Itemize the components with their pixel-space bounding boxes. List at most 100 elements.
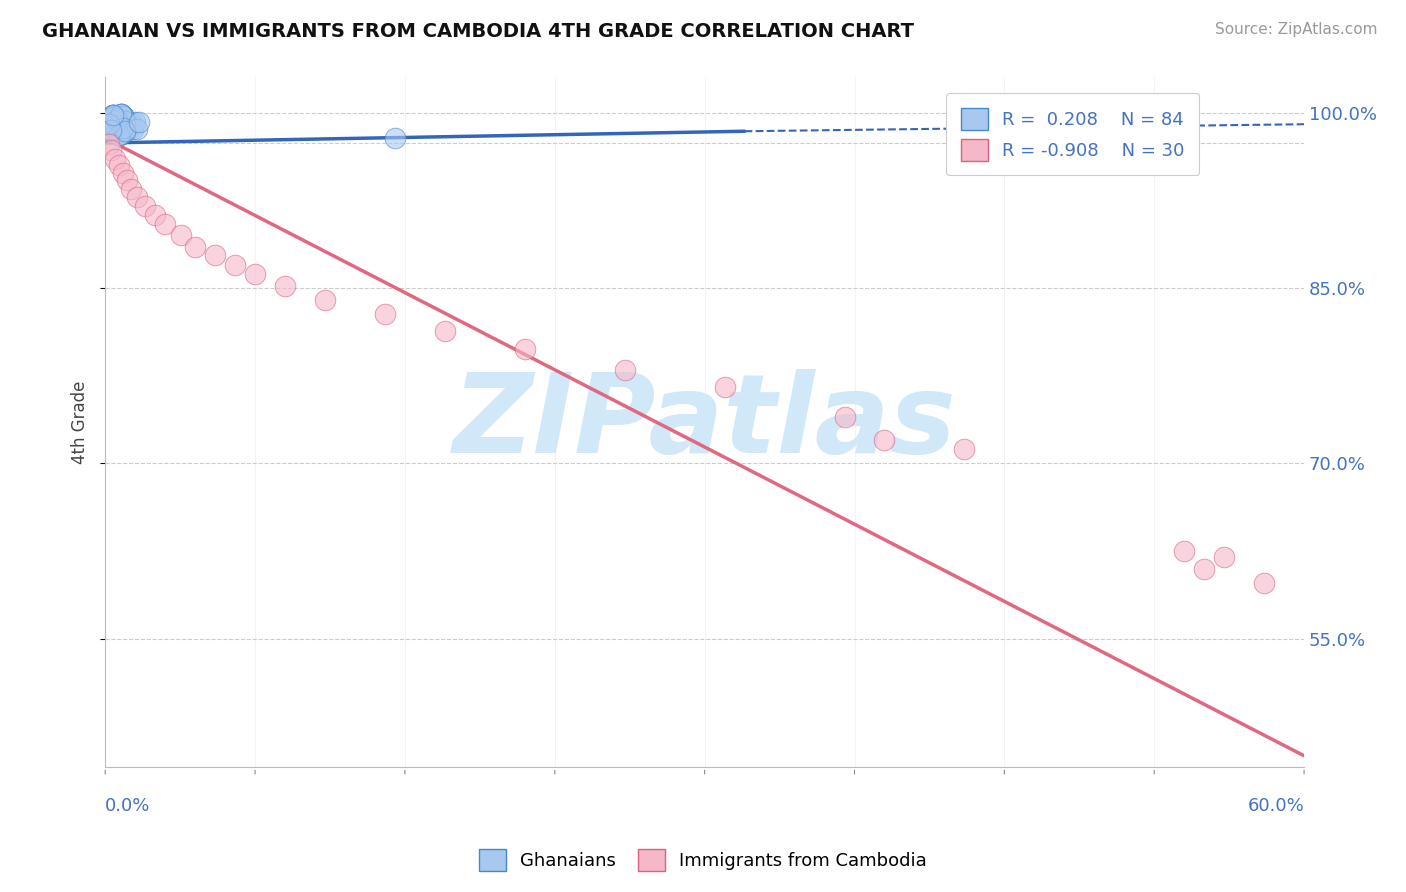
- Point: [112, 109, 135, 123]
- Point: [104, 119, 127, 133]
- Point: [384, 131, 406, 145]
- Point: [103, 108, 125, 122]
- Point: [98, 116, 121, 130]
- Point: [104, 115, 127, 129]
- Point: [103, 110, 125, 124]
- Point: [374, 307, 396, 321]
- Point: [873, 433, 896, 447]
- Point: [108, 128, 131, 142]
- Point: [118, 122, 141, 136]
- Point: [1253, 575, 1275, 590]
- Point: [112, 109, 135, 123]
- Point: [105, 112, 128, 127]
- Point: [124, 115, 146, 129]
- Point: [104, 115, 127, 129]
- Point: [98, 117, 121, 131]
- Point: [115, 115, 138, 129]
- Point: [224, 258, 246, 272]
- Point: [114, 113, 136, 128]
- Point: [98, 117, 121, 131]
- Point: [128, 115, 150, 129]
- Point: [110, 106, 132, 120]
- Point: [120, 181, 142, 195]
- Point: [98, 117, 121, 131]
- Point: [104, 119, 127, 133]
- Point: [613, 363, 636, 377]
- Point: [98, 116, 121, 130]
- Point: [110, 127, 132, 141]
- Point: [110, 106, 132, 120]
- Point: [513, 342, 536, 356]
- Point: [1173, 544, 1195, 558]
- Point: [114, 124, 136, 138]
- Point: [110, 106, 132, 120]
- Point: [112, 120, 135, 135]
- Point: [110, 127, 132, 141]
- Point: [100, 125, 122, 139]
- Point: [104, 115, 127, 129]
- Point: [103, 108, 125, 122]
- Point: [114, 113, 136, 128]
- Point: [98, 117, 121, 131]
- Point: [204, 248, 226, 262]
- Point: [110, 106, 132, 120]
- Point: [314, 293, 336, 307]
- Point: [98, 137, 121, 152]
- Point: [114, 113, 136, 128]
- Legend: R =  0.208    N = 84, R = -0.908    N = 30: R = 0.208 N = 84, R = -0.908 N = 30: [946, 94, 1199, 176]
- Point: [112, 109, 135, 123]
- Point: [112, 120, 135, 135]
- Point: [184, 240, 207, 254]
- Point: [100, 123, 122, 137]
- Point: [120, 115, 142, 129]
- Point: [103, 110, 125, 124]
- Point: [115, 122, 138, 136]
- Point: [170, 228, 193, 243]
- Point: [105, 120, 128, 134]
- Point: [953, 442, 976, 457]
- Legend: Ghanaians, Immigrants from Cambodia: Ghanaians, Immigrants from Cambodia: [471, 842, 935, 879]
- Point: [98, 116, 121, 130]
- Text: ZIPatlas: ZIPatlas: [453, 369, 956, 476]
- Point: [103, 110, 125, 124]
- Point: [114, 124, 136, 138]
- Point: [108, 112, 131, 126]
- Point: [105, 112, 128, 127]
- Point: [114, 124, 136, 138]
- Point: [115, 173, 138, 187]
- Point: [110, 127, 132, 141]
- Point: [1213, 549, 1236, 564]
- Point: [100, 123, 122, 137]
- Point: [98, 116, 121, 130]
- Point: [100, 143, 122, 157]
- Point: [108, 112, 131, 126]
- Point: [834, 409, 856, 424]
- Text: GHANAIAN VS IMMIGRANTS FROM CAMBODIA 4TH GRADE CORRELATION CHART: GHANAIAN VS IMMIGRANTS FROM CAMBODIA 4TH…: [42, 22, 914, 41]
- Point: [104, 119, 127, 133]
- Text: Source: ZipAtlas.com: Source: ZipAtlas.com: [1215, 22, 1378, 37]
- Point: [110, 127, 132, 141]
- Point: [105, 120, 128, 134]
- Point: [100, 123, 122, 137]
- Point: [143, 209, 166, 223]
- Point: [105, 120, 128, 134]
- Point: [104, 119, 127, 133]
- Y-axis label: 4th Grade: 4th Grade: [72, 381, 89, 464]
- Point: [274, 278, 297, 293]
- Point: [100, 123, 122, 137]
- Point: [100, 125, 122, 139]
- Point: [243, 267, 266, 281]
- Point: [1192, 561, 1215, 575]
- Point: [108, 128, 131, 142]
- Point: [108, 128, 131, 142]
- Point: [108, 158, 131, 172]
- Point: [108, 112, 131, 126]
- Text: 60.0%: 60.0%: [1247, 797, 1305, 814]
- Point: [112, 120, 135, 135]
- Point: [105, 120, 128, 134]
- Point: [122, 122, 145, 136]
- Point: [114, 124, 136, 138]
- Point: [127, 122, 149, 136]
- Point: [103, 108, 125, 122]
- Text: 0.0%: 0.0%: [105, 797, 150, 814]
